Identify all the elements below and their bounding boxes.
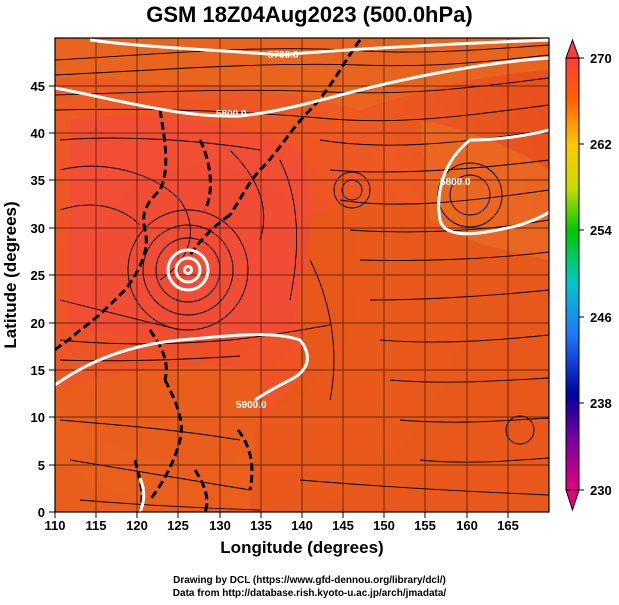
lat-tick: 5 [38, 458, 45, 473]
lat-tick: 30 [31, 221, 45, 236]
colorbar-tick: 230 [590, 483, 612, 498]
colorbar-tick: 270 [590, 51, 612, 66]
lon-tick: 145 [332, 518, 354, 533]
lon-tick: 125 [167, 518, 189, 533]
data-credit: Data from http://database.rish.kyoto-u.a… [172, 588, 447, 599]
contour-label-5700: 5700.0 [268, 50, 299, 61]
lon-tick: 120 [126, 518, 148, 533]
lon-tick: 140 [291, 518, 313, 533]
contour-labels: 5700.0 5800.0 5800.0 5900.0 [216, 50, 471, 411]
colorbar-max-arrow-icon [565, 38, 580, 59]
colorbar-tick: 254 [590, 223, 612, 238]
page-title: GSM 18Z04Aug2023 (500.0hPa) [146, 2, 473, 27]
colorbar-tick: 246 [590, 310, 612, 325]
lat-tick: 15 [31, 363, 45, 378]
lon-tick: 160 [456, 518, 478, 533]
contour-label-5800-east: 5800.0 [440, 177, 471, 188]
lat-tick: 0 [38, 505, 45, 520]
drawing-credit: Drawing by DCL (https://www.gfd-dennou.o… [173, 575, 446, 586]
height-contours [55, 38, 549, 512]
lat-tick: 35 [31, 173, 45, 188]
lon-tick: 115 [86, 518, 107, 533]
lat-tick-labels: 0 5 10 15 20 25 30 35 40 45 [31, 79, 45, 520]
lat-tick: 20 [31, 316, 45, 331]
axis-ticks [49, 85, 509, 518]
colorbar-tick: 262 [590, 137, 612, 152]
colorbar: 270 262 254 246 238 230 [565, 38, 612, 512]
colorbar-tick: 238 [590, 396, 612, 411]
lon-tick: 135 [250, 518, 272, 533]
x-axis-label: Longitude (degrees) [220, 538, 384, 557]
lat-tick: 45 [31, 79, 45, 94]
lon-tick-labels: 110 115 120 125 130 135 140 145 150 155 … [45, 518, 519, 533]
lon-tick: 165 [497, 518, 519, 533]
lat-tick: 40 [31, 126, 45, 141]
lat-tick: 10 [31, 410, 45, 425]
lon-tick: 130 [209, 518, 231, 533]
lon-tick: 110 [45, 518, 66, 533]
colorbar-min-arrow-icon [565, 489, 580, 512]
lat-tick: 25 [31, 268, 45, 283]
y-axis-label: Latitude (degrees) [1, 201, 20, 349]
contour-label-5800-west: 5800.0 [216, 109, 247, 120]
lon-tick: 150 [373, 518, 395, 533]
contour-label-5900: 5900.0 [236, 400, 267, 411]
lon-tick: 155 [414, 518, 436, 533]
